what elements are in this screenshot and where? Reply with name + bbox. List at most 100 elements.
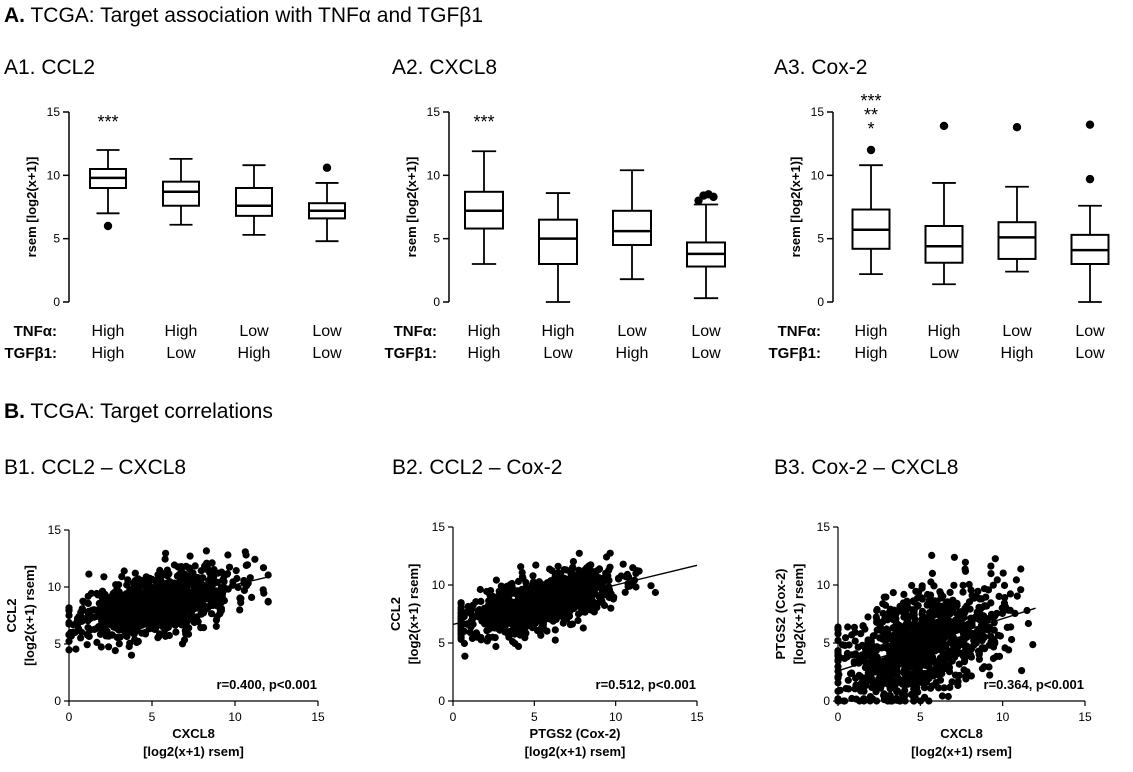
scatter-point bbox=[984, 615, 993, 623]
scatter-point bbox=[867, 644, 875, 652]
y-tick-label: 15 bbox=[47, 105, 61, 119]
box-iqr bbox=[612, 209, 652, 247]
scatter-point bbox=[575, 549, 583, 557]
scatter-point bbox=[162, 549, 170, 557]
scatter-point bbox=[941, 640, 949, 649]
scatter-point bbox=[176, 590, 185, 598]
scatter-point bbox=[570, 588, 578, 596]
scatter-point bbox=[548, 567, 556, 575]
scatter-point bbox=[208, 578, 216, 586]
scatter-point bbox=[588, 592, 596, 600]
scatter-point bbox=[118, 573, 126, 581]
y-tick-label: 15 bbox=[432, 520, 446, 534]
x-tick-label: 5 bbox=[531, 710, 538, 724]
scatter-point bbox=[93, 624, 101, 632]
scatter-point bbox=[516, 631, 524, 639]
scatter-point bbox=[961, 565, 969, 573]
scatter-point bbox=[938, 621, 947, 629]
scatter-point bbox=[514, 642, 523, 651]
scatter-point bbox=[906, 623, 914, 631]
y-tick-label: 0 bbox=[433, 295, 440, 309]
group-tgf-label: High bbox=[855, 345, 888, 362]
section-b-text: TCGA: Target correlations bbox=[30, 400, 273, 423]
scatter-point bbox=[193, 573, 201, 582]
scatter-point bbox=[851, 637, 859, 645]
scatter-point bbox=[567, 569, 575, 577]
scatter-point bbox=[993, 576, 1001, 584]
scatter-point bbox=[161, 555, 169, 563]
scatter-point bbox=[1024, 619, 1032, 628]
scatter-point bbox=[946, 607, 954, 615]
scatter-point bbox=[1013, 592, 1021, 600]
scatter-point bbox=[953, 610, 961, 618]
scatter-point bbox=[954, 681, 962, 690]
scatter-point bbox=[457, 615, 465, 623]
scatter-point bbox=[967, 586, 975, 594]
scatter-point bbox=[219, 576, 227, 584]
scatter-point bbox=[989, 581, 997, 589]
scatter-point bbox=[1012, 576, 1021, 584]
scatter-point bbox=[179, 608, 187, 617]
box-group: High Low bbox=[924, 121, 964, 362]
scatter-point bbox=[880, 690, 888, 698]
scatter-point bbox=[879, 609, 887, 618]
group-tnf-label: High bbox=[928, 323, 961, 340]
scatter-point bbox=[496, 626, 504, 634]
scatter-point bbox=[928, 617, 936, 625]
scatter-point bbox=[510, 615, 518, 623]
scatter-point bbox=[569, 596, 577, 604]
scatter-point bbox=[224, 551, 232, 559]
scatter-point bbox=[574, 616, 582, 625]
y-axis-subtitle: [log2(x+1) rsem] bbox=[791, 564, 806, 665]
scatter-point bbox=[970, 594, 978, 602]
scatter-point bbox=[115, 640, 123, 648]
group-tgf-label: Low bbox=[691, 345, 721, 362]
scatter-point bbox=[950, 581, 958, 589]
scatter-point bbox=[80, 598, 88, 606]
scatter-point bbox=[143, 587, 151, 595]
scatter-point bbox=[208, 610, 216, 618]
scatter-point bbox=[521, 584, 530, 593]
scatter-point bbox=[111, 647, 119, 655]
scatter-point bbox=[538, 617, 546, 626]
scatter-point bbox=[532, 561, 540, 569]
x-tick-label: 5 bbox=[149, 710, 156, 724]
x-tick-label: 5 bbox=[917, 710, 924, 724]
scatter-point bbox=[100, 573, 108, 581]
scatter-point bbox=[529, 572, 537, 580]
scatter-point bbox=[242, 561, 250, 570]
y-axis-title: CCL2 bbox=[388, 597, 403, 631]
y-tick-label: 10 bbox=[48, 580, 62, 594]
scatter-point bbox=[232, 567, 240, 575]
scatter-point bbox=[178, 574, 186, 582]
scatter-point bbox=[264, 598, 272, 606]
scatter-point bbox=[218, 592, 226, 600]
x-tick-label: 10 bbox=[228, 710, 242, 724]
scatter-point bbox=[563, 615, 571, 623]
y-tick-label: 10 bbox=[47, 168, 61, 182]
scatter-point bbox=[899, 680, 907, 688]
scatter-point bbox=[946, 683, 954, 692]
scatter-point bbox=[987, 632, 995, 640]
scatter-point bbox=[897, 627, 905, 636]
scatter-point bbox=[503, 594, 511, 602]
scatter-point bbox=[946, 638, 955, 646]
scatter-point bbox=[901, 692, 909, 700]
scatter-point bbox=[959, 588, 967, 596]
scatter-point bbox=[505, 628, 514, 636]
scatter-point bbox=[535, 578, 543, 586]
group-tgf-label: Low bbox=[543, 345, 573, 362]
scatter-point bbox=[457, 604, 465, 612]
scatter-point bbox=[259, 564, 268, 572]
scatter-point bbox=[180, 599, 188, 607]
scatter-point bbox=[556, 576, 564, 584]
scatter-point bbox=[95, 599, 103, 608]
group-tnf-label: High bbox=[855, 323, 888, 340]
scatter-point bbox=[850, 623, 859, 631]
scatter-point bbox=[980, 585, 989, 593]
scatter-point bbox=[883, 662, 891, 670]
box-iqr bbox=[235, 187, 273, 217]
group-tgf-label: Low bbox=[166, 345, 196, 362]
